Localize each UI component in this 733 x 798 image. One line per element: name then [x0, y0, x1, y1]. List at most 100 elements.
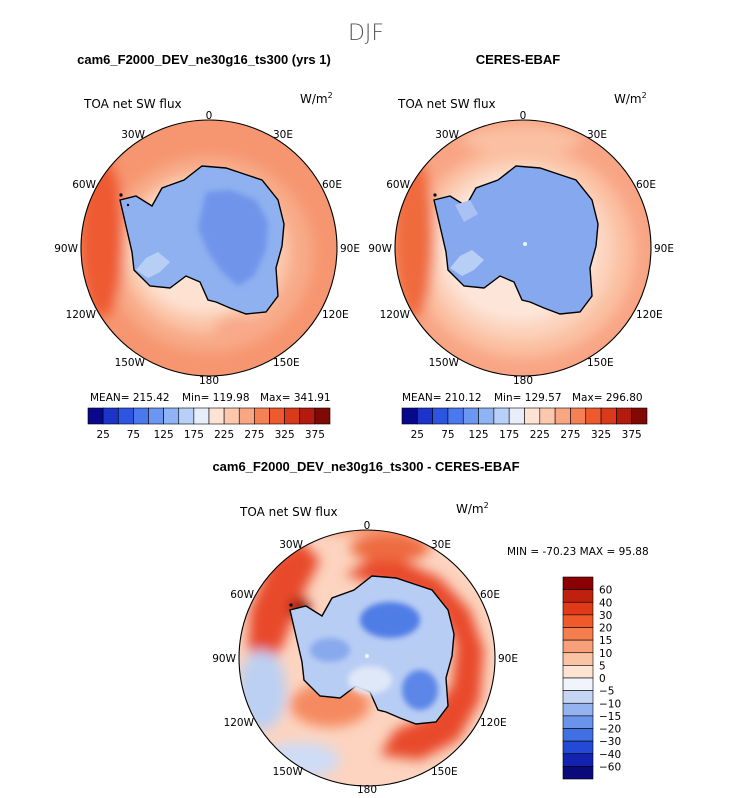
colorbar-cell: [631, 407, 648, 425]
colorbar-label: 275: [244, 429, 264, 441]
lon-label: 150E: [587, 357, 614, 369]
colorbar-cell: [193, 407, 210, 425]
panel-model-lon-labels: 0 30E 60E 90E 120E 150E 180 150W 120W 90…: [54, 110, 360, 387]
lon-label: 120W: [224, 717, 255, 729]
panel-obs-lon-labels: 0 30E 60E 90E 120E 150E 180 150W 120W 90…: [368, 110, 674, 387]
colorbar-label: −10: [599, 698, 621, 710]
colorbar-cell: [562, 702, 594, 717]
panel-obs-border: [394, 119, 652, 377]
colorbar-label: 125: [469, 429, 489, 441]
lon-label: 0: [364, 520, 371, 532]
colorbar-label: 375: [305, 429, 325, 441]
colorbar-label: 125: [154, 429, 174, 441]
colorbar-label: −5: [599, 686, 614, 698]
colorbar-cell: [562, 728, 594, 742]
colorbar-label: 5: [599, 660, 606, 672]
colorbar-cell: [562, 652, 594, 666]
colorbar-cell: [616, 407, 632, 425]
colorbar-cell: [223, 407, 240, 425]
colorbar-cell: [562, 740, 594, 755]
lon-label: 60W: [230, 589, 254, 601]
lon-label: 90W: [54, 243, 78, 255]
colorbar-label: 0: [599, 673, 606, 685]
colorbar-cell: [562, 753, 594, 767]
colorbar-label: 225: [214, 429, 234, 441]
panel-obs-mean: MEAN= 210.12: [402, 392, 482, 404]
panel-diff-lon-labels: 0 30E 60E 90E 120E 150E 180 150W 120W 90…: [212, 520, 518, 796]
panel-diff-minmax: MIN = -70.23 MAX = 95.88: [507, 546, 649, 558]
colorbar-label: −60: [599, 761, 621, 773]
colorbar-cell: [562, 639, 594, 654]
colorbar-label: 375: [622, 429, 642, 441]
lon-label: 60W: [386, 179, 410, 191]
colorbar-label: −30: [599, 736, 621, 748]
panel-obs-antarctica: [433, 165, 599, 315]
panel-model-units: W/m2: [300, 91, 333, 106]
panel-diff-variable: TOA net SW flux: [239, 505, 338, 519]
lon-label: 120E: [480, 717, 507, 729]
lon-label: 120E: [322, 309, 349, 321]
figure-title: DJF: [348, 21, 384, 46]
colorbar-cell: [87, 407, 104, 425]
lon-label: 150E: [431, 766, 458, 778]
colorbar-cell: [539, 407, 556, 425]
panel-diff-title: cam6_F2000_DEV_ne30g16_ts300 - CERES-EBA…: [212, 459, 519, 474]
lon-label: 60E: [322, 179, 342, 191]
colorbar-cell: [148, 407, 164, 425]
colorbar-cell: [254, 407, 270, 425]
colorbar-cell: [508, 407, 525, 425]
colorbar-cell: [269, 407, 285, 425]
colorbar-cell: [562, 601, 594, 616]
colorbar-cell: [562, 665, 594, 679]
colorbar-cell: [417, 407, 433, 425]
panel-diff-map: [239, 530, 495, 786]
panel-model: cam6_F2000_DEV_ne30g16_ts300 (yrs 1) TOA…: [54, 52, 360, 441]
panel-model-min: Min= 119.98: [182, 392, 250, 404]
lon-label: 30E: [431, 539, 451, 551]
panel-diff-border: [238, 529, 496, 787]
panel-model-border: [80, 119, 338, 377]
lon-label: 90E: [498, 653, 518, 665]
colorbar-label: 225: [530, 429, 550, 441]
colorbar-cell: [299, 407, 316, 425]
colorbar-cell: [178, 407, 195, 425]
lon-label: 90E: [654, 243, 674, 255]
panel-obs-units: W/m2: [614, 91, 647, 106]
colorbar-cell: [133, 407, 149, 425]
panel-model-max: Max= 341.91: [260, 392, 331, 404]
lon-label: 180: [199, 375, 219, 387]
colorbar-label: −15: [599, 711, 621, 723]
panel-model-mean: MEAN= 215.42: [90, 392, 170, 404]
colorbar-cell: [562, 715, 594, 729]
lon-label: 60W: [72, 179, 96, 191]
colorbar-label: 275: [560, 429, 580, 441]
lon-label: 150W: [429, 357, 460, 369]
lon-label: 90W: [212, 653, 236, 665]
lon-label: 120W: [380, 309, 411, 321]
colorbar-label: −20: [599, 724, 621, 736]
panel-obs: CERES-EBAF TOA net SW flux W/m2 0 30E 60…: [368, 52, 674, 441]
panel-obs-colorbar: 25 75 125 175 225 275 325 375: [401, 407, 648, 441]
colorbar-cell: [562, 589, 594, 603]
colorbar-label: 60: [599, 585, 612, 597]
colorbar-cell: [562, 690, 594, 704]
lon-label: 30W: [279, 539, 303, 551]
colorbar-cell: [562, 677, 594, 691]
colorbar-cell: [314, 407, 331, 425]
colorbar-cell: [570, 407, 587, 425]
colorbar-cell: [554, 407, 571, 425]
lon-label: 150W: [115, 357, 146, 369]
lon-label: 120W: [66, 309, 97, 321]
colorbar-cell: [117, 407, 134, 425]
lon-label: 60E: [636, 179, 656, 191]
panel-model-title: cam6_F2000_DEV_ne30g16_ts300 (yrs 1): [77, 52, 331, 67]
panel-obs-variable: TOA net SW flux: [397, 97, 496, 111]
colorbar-label: 15: [599, 635, 612, 647]
colorbar-label: 175: [499, 429, 519, 441]
colorbar-cell: [562, 627, 594, 641]
colorbar-cell: [585, 407, 602, 425]
lon-label: 30W: [435, 129, 459, 141]
colorbar-label: 325: [275, 429, 295, 441]
colorbar-label: 325: [591, 429, 611, 441]
